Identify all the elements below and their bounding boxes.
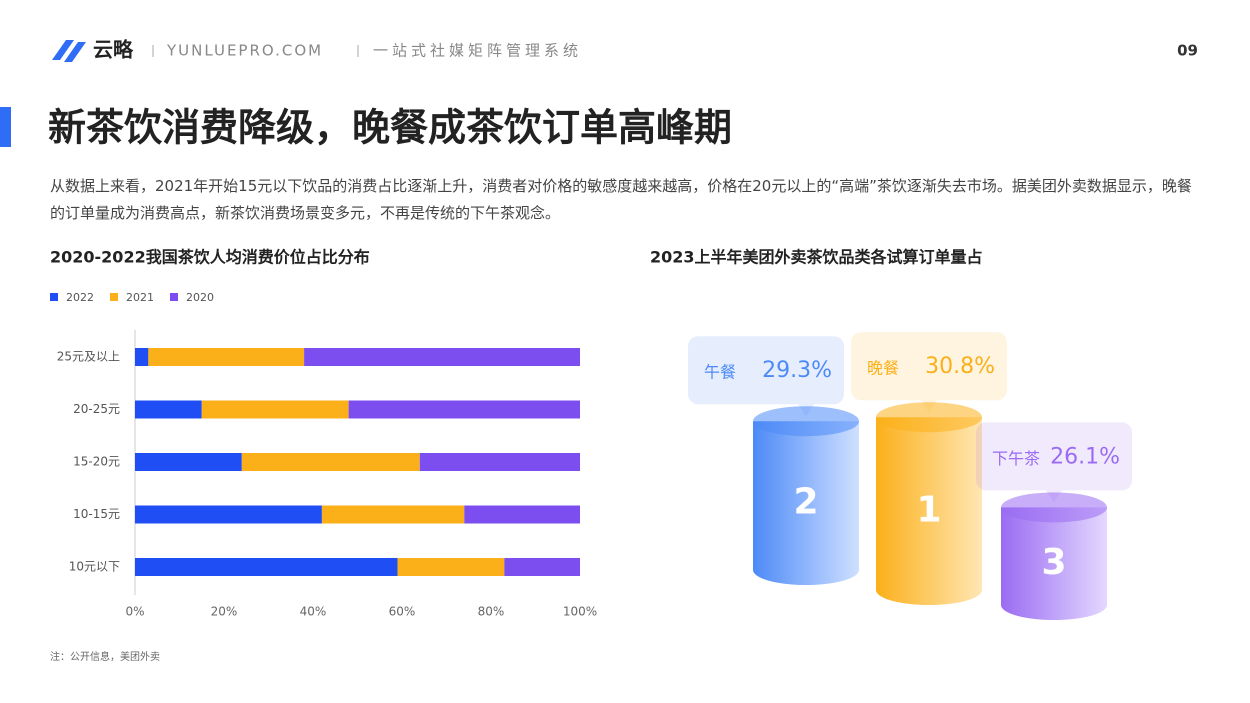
- brand: 云略: [93, 38, 134, 62]
- slide-title: 新茶饮消费降级，晚餐成茶饮订单高峰期: [48, 106, 732, 150]
- x-tick-label: 40%: [300, 605, 327, 619]
- rank-label: 3: [1041, 542, 1066, 583]
- bar-segment: [148, 348, 305, 366]
- x-tick-label: 80%: [478, 605, 505, 619]
- cylinder: [753, 421, 859, 585]
- source-note: 注：公开信息，美团外卖: [50, 650, 160, 663]
- legend-label: 2020: [186, 291, 214, 304]
- bar-segment: [135, 505, 322, 524]
- x-tick-label: 20%: [211, 605, 238, 619]
- y-tick-label: 15-20元: [73, 455, 120, 469]
- legend-swatch: [170, 293, 178, 301]
- title-accent: [0, 107, 11, 147]
- callout-pointer: [1046, 490, 1062, 503]
- bar-segment: [135, 453, 242, 471]
- bar-segment: [419, 453, 580, 471]
- legend-swatch: [110, 293, 118, 301]
- site: YUNLUEPRO.COM: [166, 42, 323, 60]
- callout-box: [976, 422, 1132, 491]
- rank-label: 2: [793, 482, 818, 523]
- page-number: 09: [1177, 42, 1198, 60]
- y-tick-label: 10元以下: [69, 560, 120, 574]
- callout-label: 晚餐: [867, 359, 899, 378]
- callout-label: 午餐: [704, 363, 736, 382]
- chart-title: 2023上半年美团外卖茶饮品类各试算订单量占: [650, 248, 983, 267]
- bar-segment: [321, 505, 465, 524]
- callout-pointer: [921, 400, 937, 413]
- bar-segment: [135, 348, 149, 366]
- bar-segment: [348, 400, 580, 419]
- x-tick-label: 100%: [563, 605, 597, 619]
- legend-swatch: [50, 293, 58, 301]
- slogan: 一站式社媒矩阵管理系统: [373, 42, 582, 60]
- rank-label: 1: [916, 490, 941, 531]
- legend-label: 2021: [126, 291, 154, 304]
- bar-segment: [135, 558, 398, 576]
- cylinder-top: [1001, 492, 1107, 523]
- x-tick-label: 60%: [389, 605, 416, 619]
- description: 从数据上来看，2021年开始15元以下饮品的消费占比逐渐上升，消费者对价格的敏感…: [50, 177, 1192, 222]
- bar-segment: [135, 400, 202, 419]
- bar-segment: [241, 453, 420, 471]
- callout-box: [688, 336, 844, 405]
- bar-segment: [464, 505, 580, 524]
- y-tick-label: 20-25元: [73, 402, 120, 416]
- cylinder-top: [753, 406, 859, 437]
- callout-box: [851, 332, 1007, 401]
- callout-pointer: [798, 404, 814, 417]
- value-label: 30.8%: [925, 354, 995, 379]
- value-label: 26.1%: [1050, 444, 1120, 469]
- bar-segment: [504, 558, 580, 576]
- value-label: 29.3%: [762, 358, 832, 383]
- callout-label: 下午茶: [992, 449, 1040, 468]
- x-tick-label: 0%: [125, 605, 144, 619]
- cylinder-top: [876, 402, 982, 433]
- logo-icon: [52, 40, 86, 62]
- cylinder: [876, 417, 982, 605]
- legend-label: 2022: [66, 291, 94, 304]
- y-tick-label: 10-15元: [73, 507, 120, 521]
- cylinder: [1001, 507, 1107, 620]
- chart-title: 2020-2022我国茶饮人均消费价位占比分布: [50, 248, 370, 267]
- y-tick-label: 25元及以上: [57, 350, 120, 364]
- bar-segment: [304, 348, 580, 366]
- bar-segment: [397, 558, 505, 576]
- bar-segment: [201, 400, 349, 419]
